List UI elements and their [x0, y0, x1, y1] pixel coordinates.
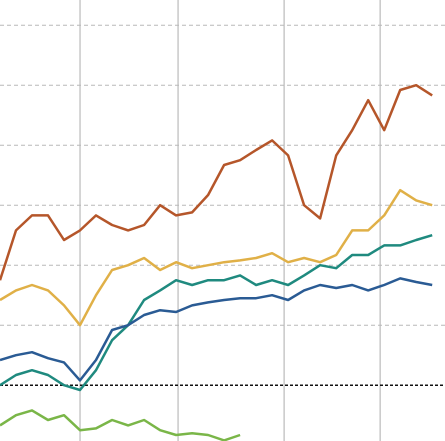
series-line — [0, 188, 433, 327]
series-line — [0, 409, 241, 441]
series-line — [0, 277, 433, 382]
series-line — [0, 234, 433, 392]
series-line — [0, 83, 433, 281]
